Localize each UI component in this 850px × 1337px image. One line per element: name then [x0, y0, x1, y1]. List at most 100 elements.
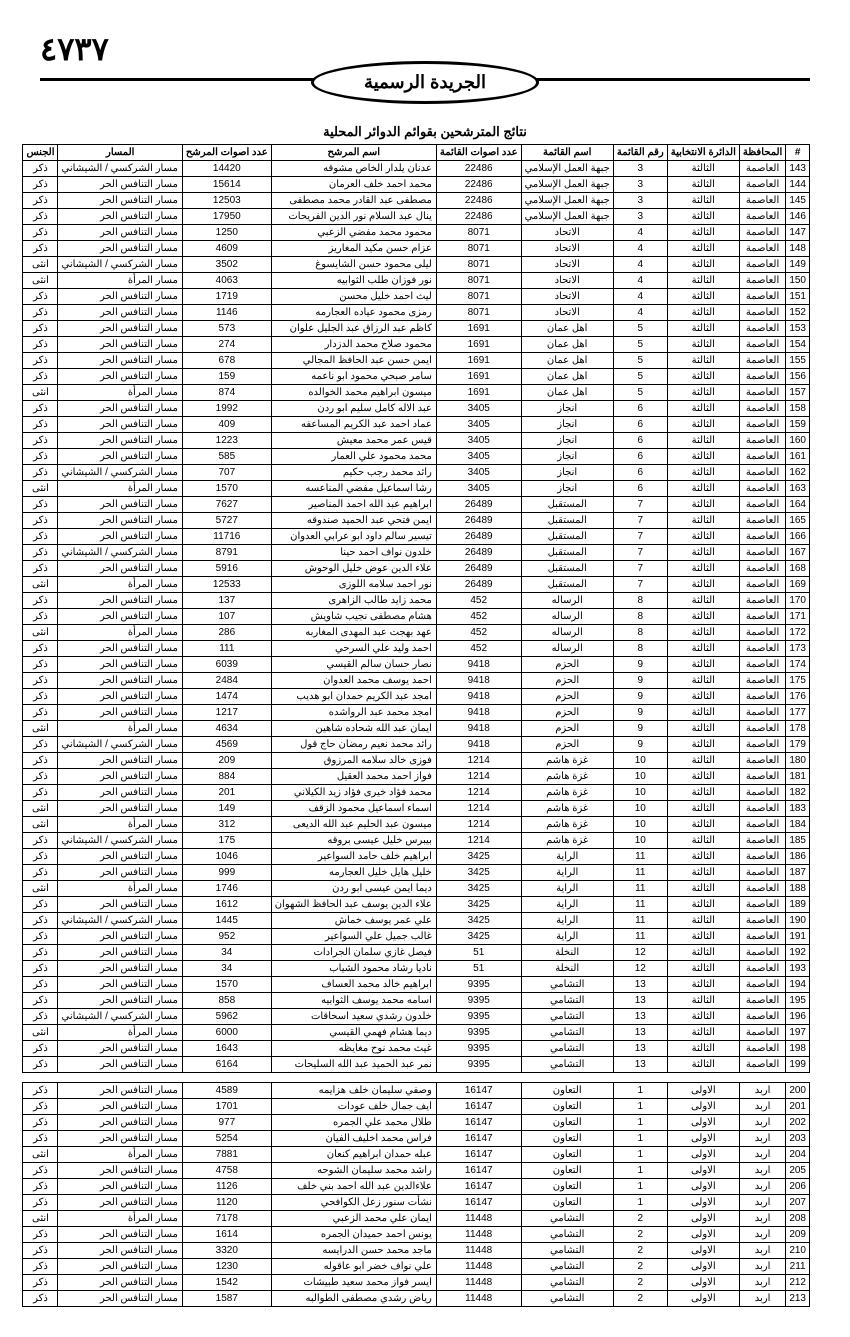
table-cell: الثالثة — [667, 321, 739, 337]
table-cell: ذكر — [23, 689, 58, 705]
table-cell: 153 — [786, 321, 810, 337]
table-cell: 3405 — [436, 417, 521, 433]
table-cell: 16147 — [436, 1099, 521, 1115]
table-cell: مسار الشركسي / الشيشاني — [58, 1009, 182, 1025]
table-cell: مسار التنافس الحر — [58, 1083, 182, 1099]
table-cell: انثى — [23, 481, 58, 497]
table-cell: 6 — [613, 449, 667, 465]
col-candvotes: عدد اصوات المرشح — [182, 145, 271, 161]
table-cell: 182 — [786, 785, 810, 801]
table-cell: 8071 — [436, 273, 521, 289]
table-cell: 3405 — [436, 433, 521, 449]
table-cell: العاصمة — [739, 1057, 785, 1073]
table-cell: 977 — [182, 1115, 271, 1131]
table-cell: 193 — [786, 961, 810, 977]
table-row: 178العاصمةالثالثة9الحزم9418ايمان عبد الل… — [23, 721, 810, 737]
table-cell: العاصمة — [739, 209, 785, 225]
table-cell: الثالثة — [667, 481, 739, 497]
table-cell: 16147 — [436, 1195, 521, 1211]
table-cell: 197 — [786, 1025, 810, 1041]
table-cell: 7 — [613, 529, 667, 545]
table-cell: اربد — [739, 1163, 785, 1179]
table-cell: 148 — [786, 241, 810, 257]
table-cell: 5254 — [182, 1131, 271, 1147]
table-cell: 1214 — [436, 785, 521, 801]
table-cell: ذكر — [23, 561, 58, 577]
table-cell: 159 — [786, 417, 810, 433]
table-cell: العاصمة — [739, 481, 785, 497]
table-cell: 7 — [613, 577, 667, 593]
table-cell: 874 — [182, 385, 271, 401]
table-cell: الراية — [521, 881, 613, 897]
table-cell: 2 — [613, 1259, 667, 1275]
table-cell: مسار التنافس الحر — [58, 801, 182, 817]
table-cell: محمد احمد خلف العرمان — [271, 177, 436, 193]
table-cell: 1 — [613, 1083, 667, 1099]
table-row: 206اربدالاولى1التعاون16147علاءالدين عبد … — [23, 1179, 810, 1195]
table-cell: 16147 — [436, 1083, 521, 1099]
table-cell: اربد — [739, 1275, 785, 1291]
table-cell: التشامي — [521, 1025, 613, 1041]
table-cell: 1746 — [182, 881, 271, 897]
table-cell: 202 — [786, 1115, 810, 1131]
table-cell: 3425 — [436, 865, 521, 881]
table-cell: ذكر — [23, 1009, 58, 1025]
table-cell: 26489 — [436, 497, 521, 513]
table-row: 176العاصمةالثالثة9الحزم9418امجد عبد الكر… — [23, 689, 810, 705]
table-cell: 2 — [613, 1243, 667, 1259]
table-cell: 1 — [613, 1147, 667, 1163]
table-cell: ذكر — [23, 1291, 58, 1307]
table-cell: 1 — [613, 1163, 667, 1179]
table-cell: ميسون عبد الحليم عبد الله الديعى — [271, 817, 436, 833]
table-cell: عماد احمد عبد الكريم المساعفه — [271, 417, 436, 433]
table-cell: الاولى — [667, 1179, 739, 1195]
table-cell: 5962 — [182, 1009, 271, 1025]
table-cell: 1691 — [436, 321, 521, 337]
table-row: 161العاصمةالثالثة6انجاز3405محمد محمود عل… — [23, 449, 810, 465]
table-cell: الثالثة — [667, 193, 739, 209]
table-cell: 10 — [613, 785, 667, 801]
table-row: 211اربدالاولى2التشامي11448علي نواف خضر ا… — [23, 1259, 810, 1275]
table-cell: 3425 — [436, 929, 521, 945]
table-row: 203اربدالاولى1التعاون16147فراس محمد اخلي… — [23, 1131, 810, 1147]
table-cell: الراية — [521, 849, 613, 865]
gazette-title: الجريدة الرسمية — [311, 61, 539, 104]
table-cell: 172 — [786, 625, 810, 641]
table-cell: اربد — [739, 1227, 785, 1243]
table-cell: 9395 — [436, 977, 521, 993]
table-cell: 11448 — [436, 1211, 521, 1227]
table-cell: الاولى — [667, 1115, 739, 1131]
table-cell: 208 — [786, 1211, 810, 1227]
table-cell: مسار التنافس الحر — [58, 401, 182, 417]
table-cell: 4609 — [182, 241, 271, 257]
table-cell: غالب جميل علي السواعير — [271, 929, 436, 945]
table-cell: 8071 — [436, 257, 521, 273]
table-cell: 180 — [786, 753, 810, 769]
table-cell: 5 — [613, 353, 667, 369]
table-cell: 8 — [613, 641, 667, 657]
table-cell: 3425 — [436, 881, 521, 897]
table-row: 155العاصمةالثالثة5اهل عمان1691ايمن حسن ع… — [23, 353, 810, 369]
table-cell: مسار التنافس الحر — [58, 497, 182, 513]
table-row: 183العاصمةالثالثة10غزة هاشم1214اسماء اسم… — [23, 801, 810, 817]
table-cell: 145 — [786, 193, 810, 209]
table-cell: الاتحاد — [521, 225, 613, 241]
table-cell: العاصمة — [739, 369, 785, 385]
table-row: 169العاصمةالثالثة7المستقبل26489نور احمد … — [23, 577, 810, 593]
table-cell: مسار التنافس الحر — [58, 529, 182, 545]
table-cell: 11448 — [436, 1259, 521, 1275]
table-cell: 161 — [786, 449, 810, 465]
table-cell: ذكر — [23, 737, 58, 753]
table-cell: 137 — [182, 593, 271, 609]
table-cell: عدنان يلدار الخاص مشوقه — [271, 161, 436, 177]
table-cell: 1214 — [436, 769, 521, 785]
table-cell: 1691 — [436, 337, 521, 353]
table-cell: 1474 — [182, 689, 271, 705]
table-cell: 1542 — [182, 1275, 271, 1291]
table-cell: 186 — [786, 849, 810, 865]
table-cell: غزة هاشم — [521, 833, 613, 849]
table-cell: 156 — [786, 369, 810, 385]
table-cell: 26489 — [436, 529, 521, 545]
table-cell: 167 — [786, 545, 810, 561]
table-row: 199العاصمةالثالثة13التشامي9395نمر عبد ال… — [23, 1057, 810, 1073]
